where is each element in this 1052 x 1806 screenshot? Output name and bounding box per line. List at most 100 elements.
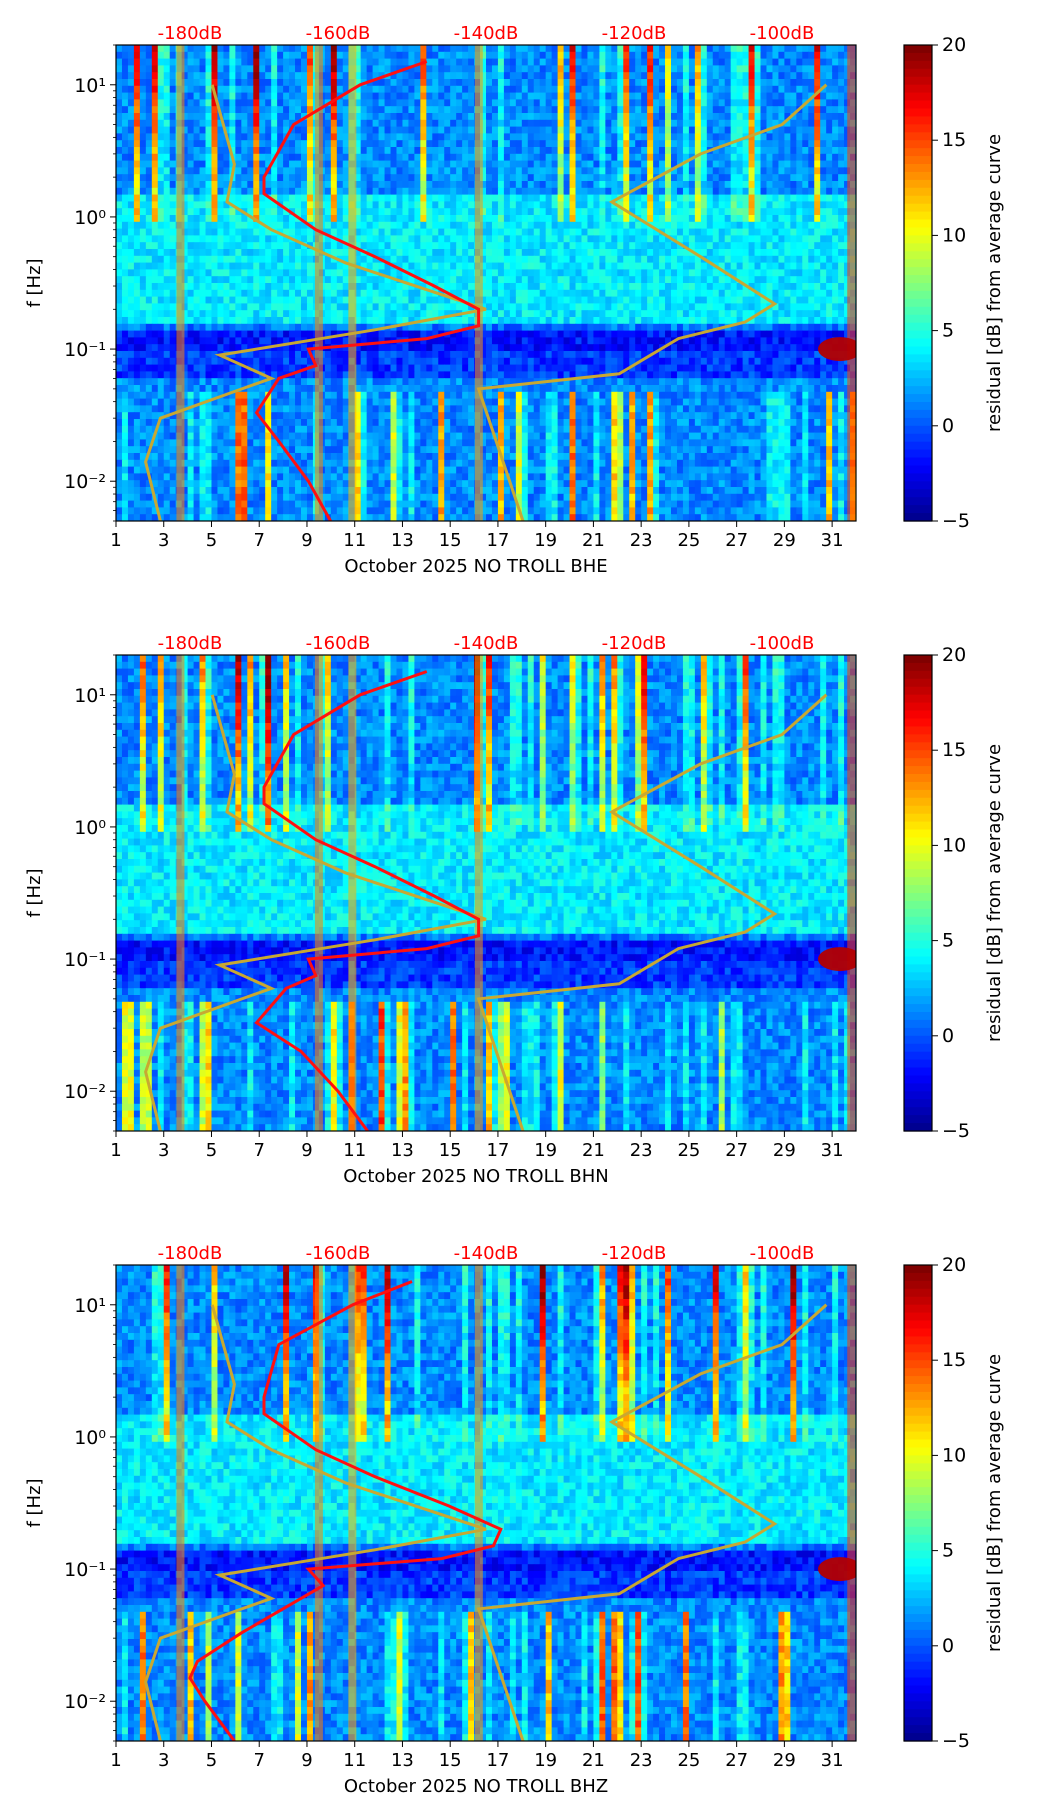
x-tick-label: 25 bbox=[677, 1750, 700, 1771]
high-noise-model-curve bbox=[144, 694, 487, 1131]
x-tick-label: 13 bbox=[391, 530, 414, 551]
db-scale-label: -100dB bbox=[750, 633, 815, 654]
x-axis-label: October 2025 NO TROLL BHZ bbox=[344, 1776, 608, 1797]
colorbar-tick-label: 15 bbox=[942, 129, 966, 151]
colorbar-label: residual [dB] from average curve bbox=[984, 744, 1005, 1042]
x-tick-label: 9 bbox=[301, 1140, 312, 1161]
x-tick-label: 3 bbox=[158, 1750, 169, 1771]
x-tick-label: 17 bbox=[486, 530, 509, 551]
db-scale-label: -140dB bbox=[454, 1243, 519, 1264]
db-scale-label: -160dB bbox=[306, 23, 371, 44]
x-tick-label: 1 bbox=[110, 1750, 121, 1771]
x-tick-label: 23 bbox=[630, 1750, 653, 1771]
colorbar-tick-label: 10 bbox=[942, 1444, 966, 1466]
low-noise-model-curve bbox=[476, 83, 828, 521]
y-tick-label: 10¹ bbox=[74, 685, 106, 707]
colorbar-tick-label: 10 bbox=[942, 224, 966, 246]
x-tick-label: 11 bbox=[343, 1750, 366, 1771]
db-scale-label: -100dB bbox=[750, 23, 815, 44]
low-noise-model-curve bbox=[476, 693, 828, 1131]
x-tick-label: 29 bbox=[773, 530, 796, 551]
y-tick-label: 10⁻¹ bbox=[64, 1559, 106, 1581]
y-tick-label: 10⁻¹ bbox=[64, 339, 106, 361]
y-axis-label: f [Hz] bbox=[24, 258, 45, 307]
colorbar-tick-label: 20 bbox=[942, 1254, 966, 1276]
colorbar-tick-label: 15 bbox=[942, 739, 966, 761]
x-tick-label: 11 bbox=[343, 530, 366, 551]
y-tick-label: 10¹ bbox=[74, 1295, 106, 1317]
x-tick-label: 9 bbox=[301, 1750, 312, 1771]
x-tick-label: 3 bbox=[158, 1140, 169, 1161]
db-scale-label: -180dB bbox=[158, 1243, 223, 1264]
low-noise-model-curve bbox=[476, 1303, 828, 1741]
db-scale-label: -140dB bbox=[454, 23, 519, 44]
colorbar-tick-label: 0 bbox=[942, 1635, 954, 1657]
colorbar-tick-label: 0 bbox=[942, 415, 954, 437]
db-scale-label: -120dB bbox=[602, 633, 667, 654]
x-tick-label: 31 bbox=[821, 530, 844, 551]
colorbar-tick-label: −5 bbox=[942, 1120, 970, 1142]
colorbar-tick-label: −5 bbox=[942, 1730, 970, 1752]
y-tick-label: 10⁰ bbox=[74, 817, 106, 839]
x-tick-label: 21 bbox=[582, 1750, 605, 1771]
colorbar-tick-label: 10 bbox=[942, 834, 966, 856]
colorbar-3: 20 15 10 5 0 −5 residual [dB] from average cur… bbox=[903, 1254, 1005, 1752]
x-tick-label: 25 bbox=[677, 1140, 700, 1161]
x-tick-label: 1 bbox=[110, 1140, 121, 1161]
x-tick-label: 15 bbox=[439, 1750, 462, 1771]
plot-frame bbox=[115, 654, 857, 1132]
y-tick-label: 10⁰ bbox=[74, 1427, 106, 1449]
x-tick-label: 19 bbox=[534, 1750, 557, 1771]
spectrogram bbox=[116, 1265, 856, 1741]
x-axis-label: October 2025 NO TROLL BHE bbox=[344, 556, 607, 577]
colorbar-tick-label: 20 bbox=[942, 34, 966, 56]
x-tick-label: 31 bbox=[821, 1750, 844, 1771]
colorbar-1: 20 15 10 5 0 −5 residual [dB] from average cur… bbox=[903, 34, 1005, 532]
x-tick-label: 15 bbox=[439, 1140, 462, 1161]
x-tick-label: 29 bbox=[773, 1750, 796, 1771]
plot-frame bbox=[115, 44, 857, 522]
colorbar-tick-label: 0 bbox=[942, 1025, 954, 1047]
y-tick-label: 10⁻¹ bbox=[64, 949, 106, 971]
x-tick-label: 3 bbox=[158, 530, 169, 551]
x-tick-label: 19 bbox=[534, 530, 557, 551]
db-scale-label: -160dB bbox=[306, 633, 371, 654]
colorbar-tick-label: 5 bbox=[942, 930, 954, 952]
colorbar-tick-label: 15 bbox=[942, 1349, 966, 1371]
x-tick-label: 7 bbox=[253, 1750, 264, 1771]
x-tick-label: 13 bbox=[391, 1140, 414, 1161]
x-tick-label: 29 bbox=[773, 1140, 796, 1161]
x-tick-label: 11 bbox=[343, 1140, 366, 1161]
db-scale-label: -100dB bbox=[750, 1243, 815, 1264]
high-noise-model-curve bbox=[144, 84, 487, 521]
high-noise-model-curve bbox=[144, 1304, 487, 1741]
y-tick-label: 10¹ bbox=[74, 75, 106, 97]
db-scale-label: -120dB bbox=[602, 23, 667, 44]
x-tick-label: 5 bbox=[206, 530, 217, 551]
x-tick-label: 27 bbox=[725, 530, 748, 551]
x-tick-label: 5 bbox=[206, 1140, 217, 1161]
x-tick-label: 23 bbox=[630, 1140, 653, 1161]
y-tick-label: 10⁻² bbox=[64, 1081, 106, 1103]
y-axis-label: f [Hz] bbox=[24, 1478, 45, 1527]
db-scale-label: -180dB bbox=[158, 23, 223, 44]
y-tick-label: 10⁻² bbox=[64, 1691, 106, 1713]
x-tick-label: 1 bbox=[110, 530, 121, 551]
colorbar-tick-label: −5 bbox=[942, 510, 970, 532]
colorbar-tick-label: 5 bbox=[942, 320, 954, 342]
x-tick-label: 7 bbox=[253, 530, 264, 551]
y-tick-label: 10⁻² bbox=[64, 471, 106, 493]
db-scale-label: -120dB bbox=[602, 1243, 667, 1264]
colorbar-tick-label: 5 bbox=[942, 1540, 954, 1562]
x-tick-label: 17 bbox=[486, 1750, 509, 1771]
x-tick-label: 13 bbox=[391, 1750, 414, 1771]
x-tick-label: 31 bbox=[821, 1140, 844, 1161]
x-tick-label: 23 bbox=[630, 530, 653, 551]
x-tick-label: 5 bbox=[206, 1750, 217, 1771]
x-tick-label: 9 bbox=[301, 530, 312, 551]
y-axis-label: f [Hz] bbox=[24, 868, 45, 917]
y-tick-label: 10⁰ bbox=[74, 207, 106, 229]
x-axis-label: October 2025 NO TROLL BHN bbox=[343, 1166, 608, 1187]
